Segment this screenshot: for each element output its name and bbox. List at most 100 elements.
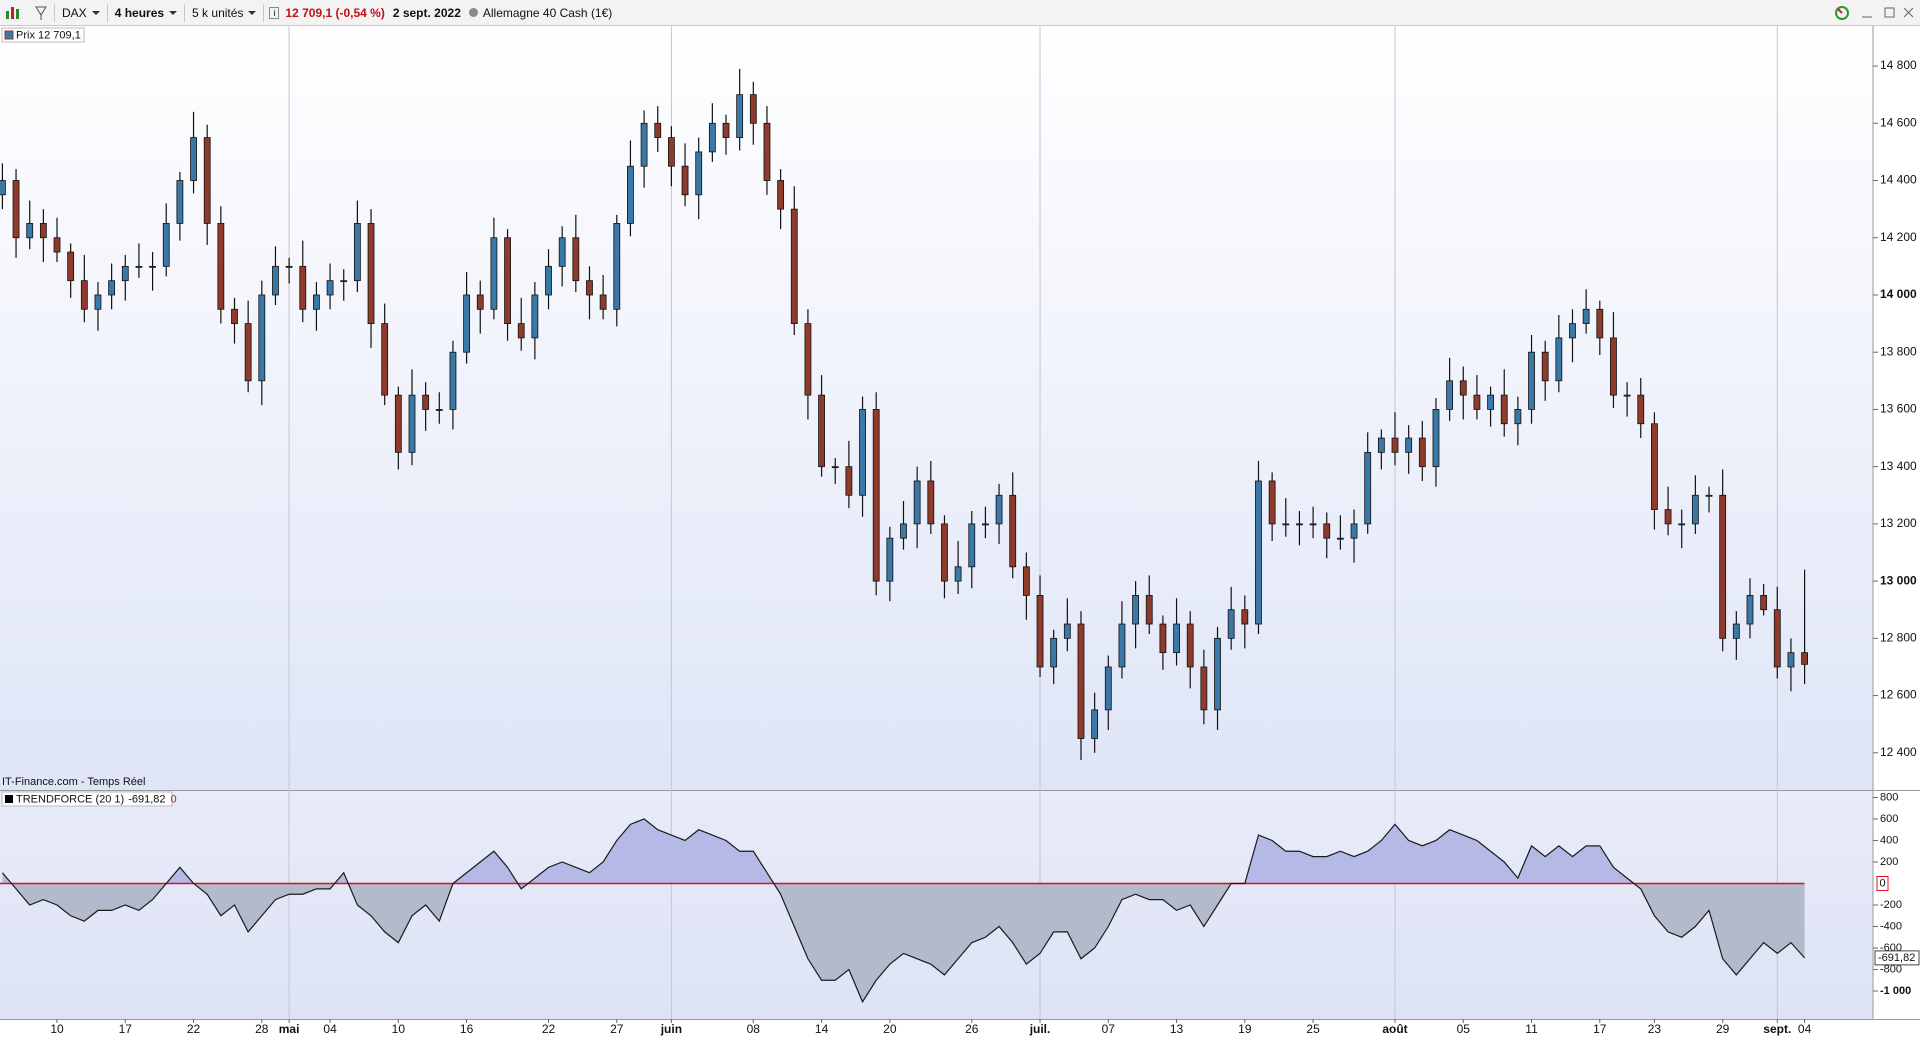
candle-body [1323, 523, 1331, 539]
candle-body [1145, 595, 1153, 625]
candle-body [353, 223, 361, 282]
y-tick-label: 12 600 [1880, 688, 1917, 702]
candle-body [326, 280, 334, 296]
candle-body [367, 223, 375, 324]
y-tick-label: 600 [1880, 813, 1898, 825]
candle-body [190, 137, 197, 181]
candle-body [1241, 609, 1249, 625]
candle-body [94, 294, 102, 310]
candle-body [1405, 437, 1413, 453]
candle-body [135, 265, 143, 268]
candle-body [831, 466, 839, 469]
legend-swatch [4, 30, 14, 40]
x-tick-label: 11 [1525, 1022, 1538, 1036]
candle-body [203, 137, 211, 224]
candle-body [1377, 437, 1385, 453]
candle-body [627, 165, 634, 224]
y-tick-label: 13 800 [1880, 344, 1917, 358]
candle-body [545, 265, 552, 296]
x-tick-label: 26 [965, 1022, 979, 1036]
x-tick-label: mai [279, 1022, 300, 1036]
x-tick-label: 28 [255, 1022, 269, 1036]
legend-name: TRENDFORCE (20 1) [16, 793, 124, 805]
candle-body [1350, 523, 1358, 539]
candle-body [1773, 609, 1781, 668]
chart-type-icon[interactable] [3, 3, 33, 23]
candle-body [572, 237, 580, 282]
candle-body [1610, 337, 1617, 396]
candle-body [1787, 652, 1795, 668]
candle-body [1582, 308, 1590, 324]
candle-body [1705, 494, 1713, 497]
candle-body [394, 394, 402, 453]
candle-body [176, 180, 184, 224]
candle-body [531, 294, 539, 339]
x-tick-label: 29 [1716, 1022, 1730, 1036]
candle-body [586, 280, 593, 296]
text-layer: 10 17 22 28 mai 04 10 16 22 27 juin 08 14 20 26 juil. 07… [1, 27, 1920, 1036]
units-select[interactable]: 5 k unités [190, 6, 258, 20]
y-tick-label: 14 800 [1880, 58, 1917, 72]
candle-body [1050, 637, 1058, 668]
y-tick-label: 13 200 [1880, 516, 1917, 530]
candle-body [763, 122, 771, 181]
candle-body [859, 409, 866, 496]
candle-body [1691, 494, 1699, 525]
symbol-select[interactable]: DAX [60, 6, 102, 20]
candle-body [1118, 623, 1126, 668]
area-above [2, 818, 1634, 884]
last-value-box [1874, 950, 1920, 966]
candle-body [613, 223, 621, 310]
candle-body [1678, 523, 1686, 526]
candle-body [968, 523, 976, 568]
candle-body [285, 265, 293, 268]
candle-body [1063, 623, 1071, 639]
candle-body [1214, 637, 1221, 711]
window-controls[interactable] [1830, 3, 1920, 23]
candle-body [1514, 409, 1522, 425]
candle-body [681, 165, 689, 196]
candle-body [435, 409, 443, 411]
y-tick-label: 13 600 [1880, 402, 1917, 416]
candle-body [1200, 666, 1208, 711]
marks-layer [0, 68, 1808, 1004]
candle-body [1296, 523, 1303, 526]
candle-body [408, 394, 416, 453]
info-icon[interactable]: i [269, 6, 280, 19]
x-tick-label: 17 [1593, 1022, 1607, 1036]
candle-body [231, 308, 238, 324]
x-tick-label: 10 [392, 1022, 406, 1036]
candle-body [1091, 709, 1099, 739]
x-tick-label: 23 [1648, 1022, 1662, 1036]
candle-body [1801, 652, 1808, 665]
candle-body [1432, 409, 1440, 468]
y-tick-label: -200 [1880, 899, 1902, 911]
x-tick-label: juil. [1029, 1022, 1051, 1036]
y-tick-label: 12 400 [1880, 745, 1917, 759]
candle-body [1459, 380, 1467, 396]
period-select[interactable]: 4 heures [113, 6, 179, 20]
candle-body [1132, 595, 1139, 625]
candle-body [149, 265, 156, 268]
candle-body [1255, 480, 1262, 625]
candle-body [1555, 337, 1563, 382]
legend-box [1, 791, 173, 807]
candle-body [1528, 351, 1535, 410]
candle-body [1664, 509, 1672, 525]
watermark: IT-Finance.com - Temps Réel [2, 776, 145, 788]
x-tick-label: 13 [1170, 1022, 1184, 1036]
candle-body [900, 523, 907, 539]
candle-body [722, 122, 730, 138]
y-tick-label: 13 400 [1880, 459, 1917, 473]
y-tick-label: 12 800 [1880, 631, 1917, 645]
candle-body [1719, 494, 1727, 639]
x-tick-label: 17 [119, 1022, 133, 1036]
candle-body [982, 523, 989, 526]
compare-icon[interactable] [33, 3, 49, 23]
candle-body [845, 466, 853, 496]
candle-body [80, 280, 88, 310]
x-tick-label: juin [660, 1022, 682, 1036]
candle-body [1637, 394, 1645, 425]
candle-body [504, 237, 511, 324]
